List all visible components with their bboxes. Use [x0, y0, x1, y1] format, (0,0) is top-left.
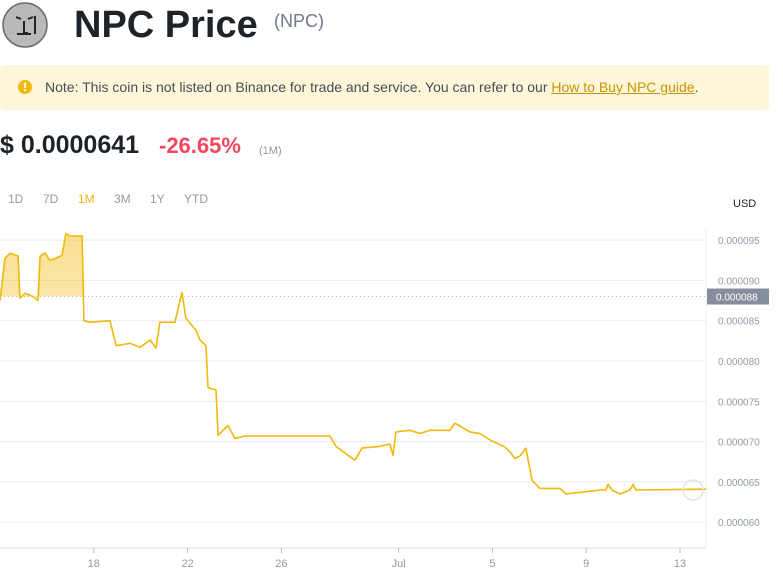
x-tick-label: 26	[275, 558, 287, 570]
guide-link[interactable]: How to Buy NPC guide	[551, 79, 695, 95]
x-tick-label: 9	[583, 558, 589, 570]
reference-label-bg	[707, 288, 769, 305]
watermark	[682, 479, 704, 501]
y-tick-label: 0.000065	[718, 478, 760, 489]
x-tick-label: 18	[88, 558, 100, 570]
y-tick-label: 0.000080	[718, 357, 760, 368]
note-message: Note: This coin is not listed on Binance…	[45, 79, 552, 95]
note-icon	[18, 80, 32, 94]
range-tab[interactable]: 1M	[78, 192, 95, 206]
range-tab[interactable]: 7D	[43, 192, 59, 206]
note-text: Note: This coin is not listed on Binance…	[45, 79, 698, 95]
price-line	[0, 232, 707, 495]
page-title: NPC Price	[74, 4, 258, 46]
y-axis-label: USD	[733, 198, 756, 210]
coin-symbol: (NPC)	[274, 11, 324, 31]
y-tick-label: 0.000060	[718, 518, 760, 529]
y-tick-label: 0.000070	[718, 438, 760, 449]
x-tick-label: 5	[489, 558, 495, 570]
range-tab[interactable]: 3M	[114, 192, 131, 206]
x-tick-label: Jul	[392, 558, 406, 570]
price-area	[0, 233, 183, 297]
price-change: -26.65%	[159, 133, 241, 158]
y-tick-label: 0.000095	[718, 236, 760, 247]
reference-label: 0.000088	[716, 293, 758, 304]
range-tab[interactable]: 1Y	[150, 192, 165, 206]
coin-logo	[2, 2, 48, 48]
note-end: .	[694, 79, 699, 95]
y-tick-label: 0.000085	[718, 317, 760, 328]
price-value: $ 0.0000641	[0, 131, 140, 159]
range-tab[interactable]: 1D	[8, 192, 24, 206]
x-tick-label: 13	[674, 558, 686, 570]
change-period: (1M)	[259, 145, 282, 157]
y-tick-label: 0.000090	[718, 276, 760, 287]
x-tick-label: 22	[181, 558, 193, 570]
range-tab[interactable]: YTD	[184, 192, 208, 206]
note-banner	[0, 65, 769, 110]
y-tick-label: 0.000075	[718, 397, 760, 408]
